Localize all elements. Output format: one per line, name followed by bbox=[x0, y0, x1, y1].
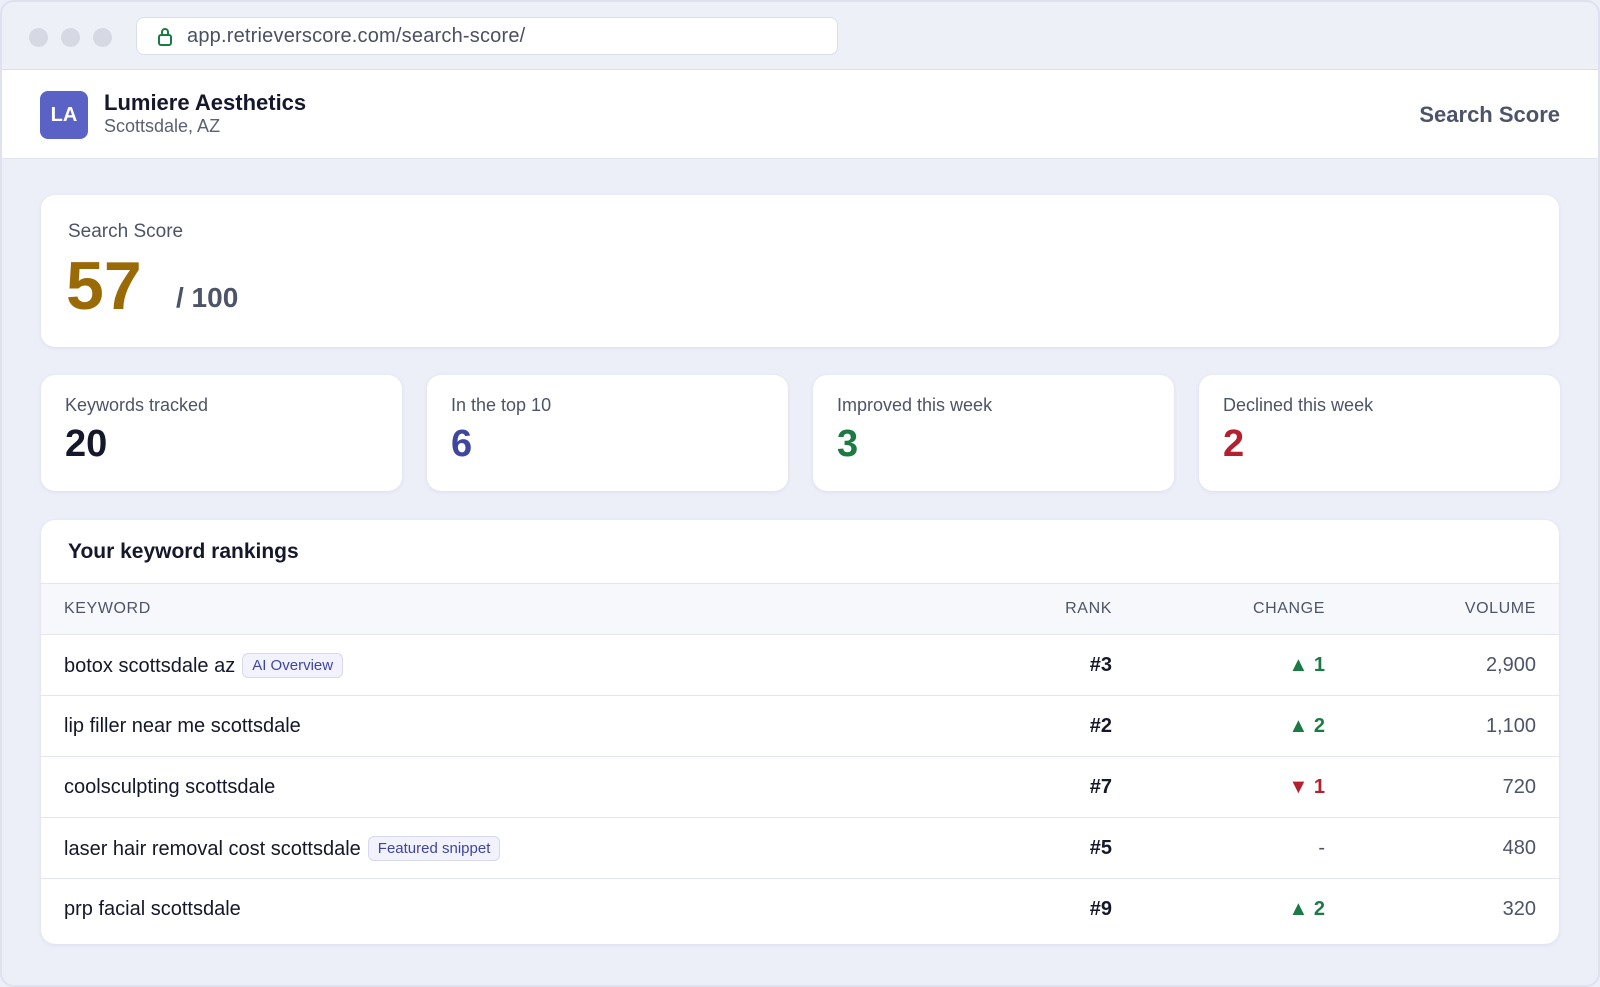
stat-value: 6 bbox=[451, 423, 473, 465]
lock-icon bbox=[158, 28, 172, 46]
volume: 1,100 bbox=[1485, 714, 1536, 737]
stat-value: 3 bbox=[837, 423, 859, 465]
stat-value: 20 bbox=[65, 423, 108, 465]
column-header: KEYWORD bbox=[64, 600, 151, 617]
change: ▲ 2 bbox=[1288, 714, 1325, 737]
change: ▲ 2 bbox=[1288, 897, 1325, 920]
keyword: prp facial scottsdale bbox=[64, 897, 241, 920]
change: - bbox=[1318, 836, 1325, 859]
table-row: laser hair removal cost scottsdale Featur… bbox=[41, 817, 1559, 878]
stat-value: 2 bbox=[1223, 423, 1245, 465]
business-name: Lumiere Aesthetics bbox=[104, 90, 307, 115]
window-dot[interactable] bbox=[61, 28, 80, 47]
address-bar[interactable]: app.retrieverscore.com/search-score/ bbox=[136, 17, 838, 55]
column-header: VOLUME bbox=[1464, 600, 1536, 617]
table-row: coolsculpting scottsdale #7 ▼ 1 720 bbox=[41, 756, 1559, 817]
stat-card: In the top 10 6 bbox=[427, 375, 788, 491]
column-header: CHANGE bbox=[1252, 600, 1325, 617]
stat-card: Improved this week 3 bbox=[813, 375, 1174, 491]
serp-badge: Featured snippet bbox=[367, 835, 501, 861]
keyword-cell: laser hair removal cost scottsdale Featur… bbox=[64, 835, 962, 861]
table-row: prp facial scottsdale #9 ▲ 2 320 bbox=[41, 878, 1559, 939]
rank: #2 bbox=[1089, 714, 1112, 737]
volume: 720 bbox=[1502, 775, 1536, 798]
keyword: coolsculpting scottsdale bbox=[64, 775, 276, 798]
stat-card: Keywords tracked 20 bbox=[41, 375, 402, 491]
window-dot[interactable] bbox=[93, 28, 112, 47]
keyword-cell: botox scottsdale az AI Overview bbox=[64, 652, 962, 678]
business-location: Scottsdale, AZ bbox=[104, 116, 221, 136]
volume: 2,900 bbox=[1485, 653, 1536, 676]
change: ▼ 1 bbox=[1288, 775, 1325, 798]
keyword: laser hair removal cost scottsdale bbox=[64, 837, 361, 860]
keyword-cell: lip filler near me scottsdale bbox=[64, 715, 962, 738]
rankings-card: Your keyword rankings KEYWORD RANK CHANGE V… bbox=[41, 520, 1559, 944]
rank: #9 bbox=[1089, 897, 1112, 920]
stat-label: Keywords tracked bbox=[65, 395, 209, 415]
keyword: botox scottsdale az bbox=[64, 654, 236, 677]
volume: 480 bbox=[1502, 836, 1536, 859]
stat-label: In the top 10 bbox=[451, 395, 552, 415]
table-row: botox scottsdale az AI Overview #3 ▲ 1 2,900 bbox=[41, 634, 1559, 695]
page-title[interactable]: Search Score bbox=[1419, 102, 1560, 127]
rankings-title: Your keyword rankings bbox=[68, 540, 299, 563]
volume: 320 bbox=[1502, 897, 1536, 920]
business-logo: LA bbox=[40, 91, 88, 139]
stat-label: Improved this week bbox=[837, 395, 993, 415]
browser-bar: app.retrieverscore.com/search-score/ bbox=[2, 2, 1598, 70]
serp-badge: AI Overview bbox=[242, 652, 344, 678]
score-max: / 100 bbox=[176, 282, 239, 313]
score-value: 57 bbox=[66, 248, 142, 324]
keyword: lip filler near me scottsdale bbox=[64, 714, 301, 737]
rank: #3 bbox=[1089, 653, 1112, 676]
rank: #5 bbox=[1089, 836, 1112, 859]
change: ▲ 1 bbox=[1288, 653, 1325, 676]
score-card: Search Score 57 / 100 bbox=[41, 195, 1559, 347]
window-dot[interactable] bbox=[29, 28, 48, 47]
table-header: KEYWORD RANK CHANGE VOLUME bbox=[41, 583, 1559, 634]
keyword-cell: prp facial scottsdale bbox=[64, 898, 962, 921]
table-row: lip filler near me scottsdale #2 ▲ 2 1,100 bbox=[41, 695, 1559, 756]
keyword-cell: coolsculpting scottsdale bbox=[64, 776, 962, 799]
app-header: LA Lumiere Aesthetics Scottsdale, AZ Sea… bbox=[2, 70, 1598, 159]
column-header: RANK bbox=[1065, 600, 1112, 617]
score-label: Search Score bbox=[68, 221, 184, 242]
url-text: app.retrieverscore.com/search-score/ bbox=[187, 25, 526, 47]
rank: #7 bbox=[1089, 775, 1112, 798]
stat-card: Declined this week 2 bbox=[1199, 375, 1560, 491]
stat-label: Declined this week bbox=[1223, 395, 1374, 415]
